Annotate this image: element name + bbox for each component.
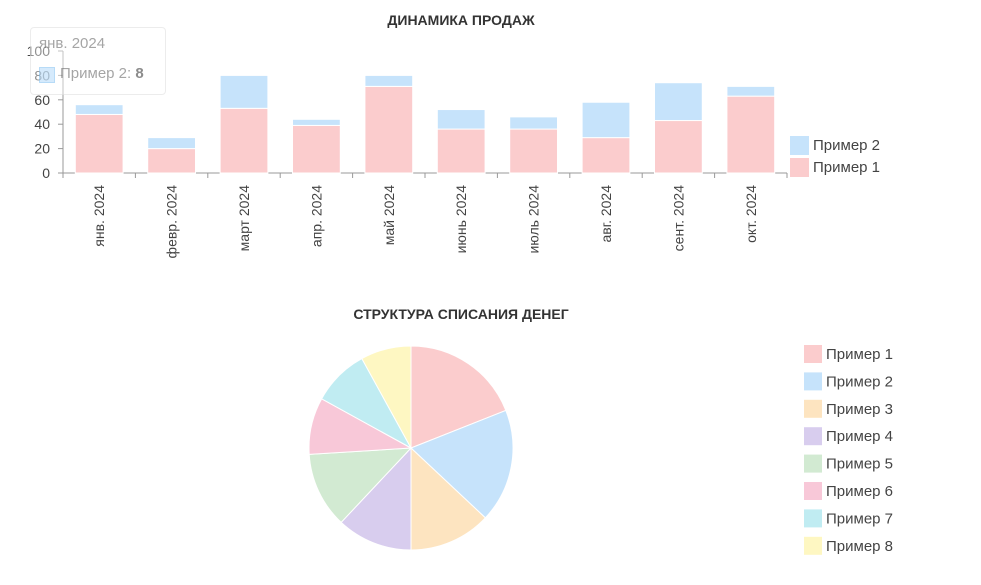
bar-пример-2[interactable] — [74, 104, 124, 115]
pie-slice[interactable] — [340, 446, 412, 551]
bar-пример-2[interactable] — [219, 74, 269, 109]
pie-slice[interactable] — [410, 446, 487, 551]
legend-label[interactable]: Пример 8 — [826, 538, 893, 555]
bar-пример-2[interactable] — [581, 101, 631, 139]
x-tick-label: авг. 2024 — [598, 185, 614, 243]
bar-пример-1[interactable] — [292, 124, 341, 174]
bar-пример-1[interactable] — [581, 137, 631, 174]
bar-пример-1[interactable] — [147, 148, 196, 174]
legend-swatch — [804, 399, 822, 418]
pie-chart-title: СТРУКТУРА СПИСАНИЯ ДЕНЕГ — [353, 306, 568, 322]
legend-swatch — [804, 454, 822, 473]
legend-swatch — [804, 345, 822, 363]
legend-swatch — [804, 427, 822, 446]
tooltip-series: Пример 2 — [60, 65, 128, 82]
tooltip-line: Пример 2: 8 — [60, 65, 144, 82]
legend-label[interactable]: Пример 1 — [826, 346, 893, 363]
bar-пример-2[interactable] — [654, 82, 703, 122]
tooltip-swatch — [39, 67, 55, 83]
legend-label[interactable]: Пример 4 — [826, 428, 893, 445]
pie-slice[interactable] — [361, 345, 412, 449]
bar-пример-1[interactable] — [364, 85, 414, 174]
bar-chart-title: ДИНАМИКА ПРОДАЖ — [387, 12, 535, 28]
tooltip-value: 8 — [135, 65, 144, 82]
x-tick-label: июнь 2024 — [453, 185, 469, 254]
pie-slice[interactable] — [410, 409, 514, 519]
legend-label[interactable]: Пример 6 — [826, 483, 893, 500]
legend-swatch — [804, 482, 822, 500]
bar-пример-2[interactable] — [726, 85, 776, 97]
legend-label[interactable]: Пример 5 — [826, 456, 893, 473]
bar-пример-1[interactable] — [654, 120, 703, 174]
legend-label[interactable]: Пример 7 — [826, 510, 893, 527]
x-tick-label: февр. 2024 — [164, 185, 180, 259]
y-tick-label: 100 — [27, 43, 51, 59]
bar-пример-2[interactable] — [147, 137, 196, 150]
x-tick-label: май 2024 — [381, 185, 397, 245]
y-tick-label: 40 — [34, 116, 50, 132]
legend-label[interactable]: Пример 1 — [813, 159, 880, 176]
y-tick-label: 0 — [42, 165, 50, 181]
bar-пример-2[interactable] — [509, 116, 558, 130]
bar-пример-2[interactable] — [364, 74, 414, 87]
x-tick-label: сент. 2024 — [670, 185, 686, 252]
bar-пример-1[interactable] — [436, 128, 486, 174]
legend-swatch — [790, 158, 809, 177]
bar-chart-legend[interactable]: Пример 2 Пример 1 — [790, 136, 880, 177]
x-tick-label: окт. 2024 — [743, 185, 759, 243]
legend-label[interactable]: Пример 2 — [826, 373, 893, 390]
legend-label[interactable]: Пример 2 — [813, 137, 880, 154]
pie-slice[interactable] — [410, 345, 507, 449]
pie-chart-legend[interactable]: Пример 1 Пример 2 Пример 3 Пример 4 Пример 5… — [804, 345, 893, 555]
x-tick-label: янв. 2024 — [91, 185, 107, 247]
legend-label[interactable]: Пример 3 — [826, 401, 893, 418]
bar-пример-2[interactable] — [436, 109, 486, 130]
pie-slice[interactable] — [308, 447, 413, 524]
legend-swatch — [804, 509, 822, 528]
bar-пример-1[interactable] — [726, 95, 776, 174]
bar-пример-2[interactable] — [292, 118, 341, 126]
x-tick-label: июль 2024 — [526, 185, 542, 254]
tooltip-title: янв. 2024 — [39, 35, 106, 52]
expense-pie-chart — [308, 345, 514, 551]
legend-swatch — [804, 536, 822, 555]
bar-пример-1[interactable] — [509, 128, 558, 174]
legend-swatch — [804, 372, 822, 391]
bar-пример-1[interactable] — [219, 107, 269, 174]
y-tick-label: 20 — [34, 141, 50, 157]
y-tick-label: 60 — [34, 92, 50, 108]
x-tick-label: апр. 2024 — [308, 185, 324, 247]
x-tick-label: март 2024 — [236, 185, 252, 252]
bar-пример-1[interactable] — [74, 113, 124, 174]
chart-tooltip: янв. 2024 Пример 2: 8 — [30, 27, 166, 95]
legend-swatch — [790, 136, 809, 155]
